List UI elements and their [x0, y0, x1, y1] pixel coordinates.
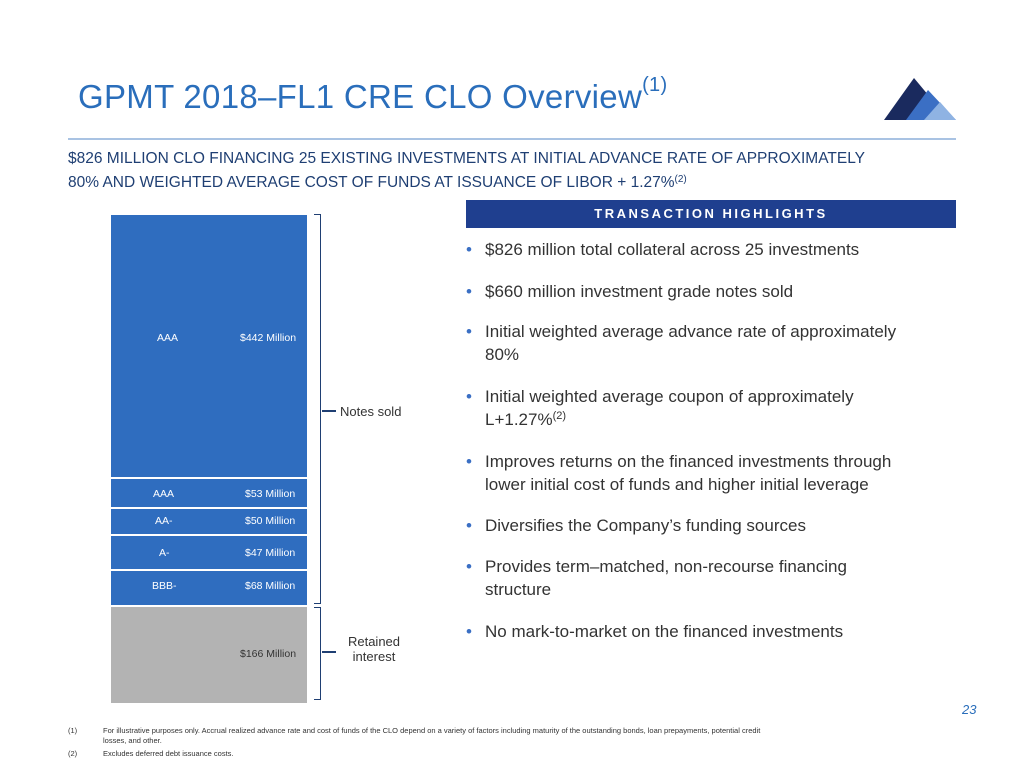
tranche-amount: $50 Million [245, 515, 296, 527]
bullet-icon: • [466, 622, 472, 641]
footnote-text: For illustrative purposes only. Accrual … [103, 726, 983, 746]
footnote-line-1: For illustrative purposes only. Accrual … [103, 726, 761, 735]
retained-interest-block [111, 607, 307, 703]
tranche-bbb-minus [111, 571, 307, 605]
subheading-line-2: 80% AND WEIGHTED AVERAGE COST OF FUNDS A… [68, 171, 968, 195]
retained-bracket-tick [322, 651, 336, 653]
tranche-amount: $53 Million [245, 488, 296, 500]
notes-sold-bracket [314, 214, 321, 604]
mountain-logo-icon [884, 78, 956, 120]
page-title: GPMT 2018–FL1 CRE CLO Overview(1) [78, 74, 667, 116]
bullet-icon: • [466, 557, 472, 576]
retained-label-line-1: Retained [347, 634, 401, 649]
bullet-icon: • [466, 452, 472, 471]
bullet-icon: • [466, 282, 472, 301]
tranche-rating: AAA [153, 488, 175, 500]
highlight-text: Diversifies the Company’s funding source… [485, 516, 806, 535]
highlights-header: TRANSACTION HIGHLIGHTS [466, 200, 956, 228]
footnote-number: (2) [68, 749, 78, 758]
tranche-rating: A- [159, 547, 170, 559]
tranche-rating: AA- [155, 515, 173, 527]
tranche-aa-minus [111, 509, 307, 534]
highlight-text: Initial weighted average advance rate of… [485, 320, 955, 366]
footnote-2: (2) Excludes deferred debt issuance cost… [68, 749, 988, 761]
highlight-text: Provides term–matched, non-recourse fina… [485, 555, 955, 601]
tranche-a-minus [111, 536, 307, 569]
tranche-rating: AAA [157, 332, 179, 344]
highlight-text: $826 million total collateral across 25 … [485, 240, 860, 259]
highlight-line-1: Provides term–matched, non-recourse fina… [485, 557, 847, 576]
tranche-aaa-senior [111, 215, 307, 477]
notes-sold-label: Notes sold [340, 404, 402, 419]
footnote-number: (1) [68, 726, 78, 735]
highlight-line-1: Initial weighted average coupon of appro… [485, 387, 854, 406]
tranche-rating: BBB- [152, 580, 177, 592]
highlight-text: Initial weighted average coupon of appro… [485, 385, 955, 431]
highlight-line-2: L+1.27% [485, 410, 553, 429]
subheading-footnote-ref: (2) [674, 174, 687, 185]
tranche-amount: $47 Million [245, 547, 296, 559]
page-number: 23 [962, 702, 977, 717]
footnote-text: Excludes deferred debt issuance costs. [103, 749, 234, 758]
title-divider [68, 138, 956, 140]
tranche-aaa-junior [111, 479, 307, 507]
subheading: $826 MILLION CLO FINANCING 25 EXISTING I… [68, 147, 968, 195]
tranche-amount: $442 Million [240, 332, 297, 344]
subheading-line-1: $826 MILLION CLO FINANCING 25 EXISTING I… [68, 150, 866, 167]
bullet-icon: • [466, 516, 472, 535]
highlight-line-1: Initial weighted average advance rate of… [485, 322, 897, 341]
highlight-line-2: 80% [485, 345, 520, 364]
highlight-footnote-ref: (2) [552, 410, 567, 422]
highlight-line-1: Improves returns on the financed investm… [485, 452, 892, 471]
bullet-icon: • [466, 387, 472, 406]
retained-label-line-2: interest [352, 649, 396, 664]
title-footnote-ref: (1) [642, 74, 668, 96]
retained-bracket [314, 607, 321, 700]
highlight-text: $660 million investment grade notes sold [485, 282, 794, 301]
retained-label: Retained interest [342, 634, 406, 664]
bullet-icon: • [466, 240, 472, 259]
tranche-amount: $166 Million [240, 648, 297, 660]
subheading-line-2-text: 80% AND WEIGHTED AVERAGE COST OF FUNDS A… [68, 174, 675, 191]
highlight-text: Improves returns on the financed investm… [485, 450, 955, 496]
highlight-line-2: structure [485, 580, 552, 599]
tranche-amount: $68 Million [245, 580, 296, 592]
footnote-line-2: losses, and other. [103, 736, 162, 745]
bullet-icon: • [466, 322, 472, 341]
notes-sold-bracket-tick [322, 410, 336, 412]
highlight-text: No mark-to-market on the financed invest… [485, 622, 844, 641]
footnote-1: (1) For illustrative purposes only. Accr… [68, 726, 988, 748]
page-title-text: GPMT 2018–FL1 CRE CLO Overview [78, 78, 643, 115]
highlight-line-2: lower initial cost of funds and higher i… [485, 475, 869, 494]
